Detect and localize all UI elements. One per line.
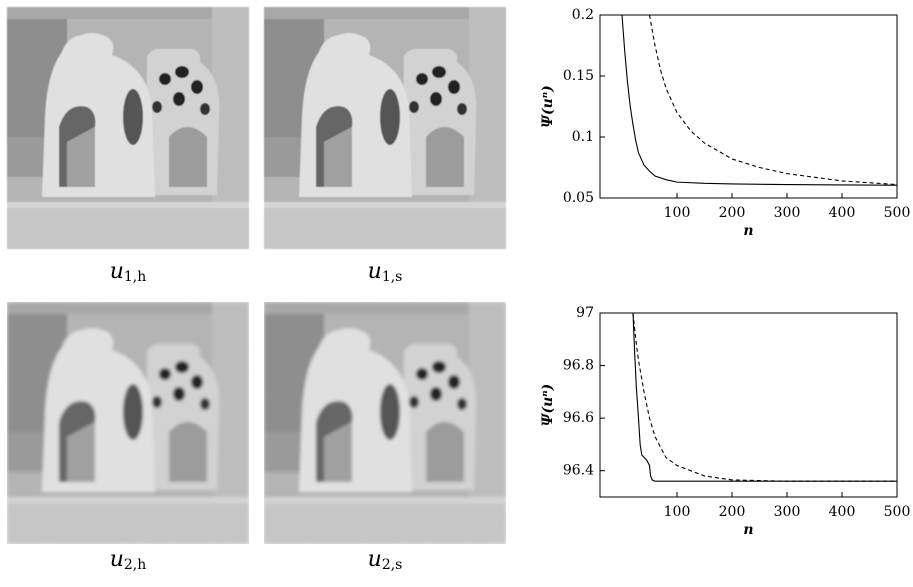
image-panels xyxy=(7,7,506,544)
y-tick-label: 96.6 xyxy=(563,410,594,426)
x-tick-label: 100 xyxy=(664,504,691,520)
x-tick-label: 400 xyxy=(829,504,856,520)
caption-base: u xyxy=(368,547,382,572)
x-axis-label: n xyxy=(743,522,753,538)
y-axis-label: Ψ(uⁿ) xyxy=(540,384,556,427)
x-axis-label: n xyxy=(743,223,753,239)
data-line xyxy=(632,313,897,482)
x-tick-label: 200 xyxy=(719,504,746,520)
x-tick-label: 400 xyxy=(829,205,856,221)
x-tick-label: 500 xyxy=(884,205,911,221)
x-tick-label: 100 xyxy=(664,205,691,221)
caption-base: u xyxy=(110,547,124,572)
image-caption: u2,s xyxy=(368,547,403,573)
x-tick-label: 500 xyxy=(884,504,911,520)
caption-base: u xyxy=(368,259,382,284)
image-caption: u1,s xyxy=(368,259,403,285)
image xyxy=(264,302,506,544)
caption-base: u xyxy=(110,259,124,284)
y-tick-label: 0.2 xyxy=(572,7,594,23)
data-line xyxy=(648,15,897,186)
y-tick-label: 97 xyxy=(576,305,594,321)
chart: 100 200 300 400 500 96.4 96.6 96.8 97 n Ψ(uⁿ) xyxy=(540,305,910,538)
chart: 100 200 300 400 500 0.05 0.1 0.15 0.2 n Ψ(uⁿ) xyxy=(540,7,910,239)
y-tick-label: 96.8 xyxy=(563,358,594,374)
y-tick-label: 0.1 xyxy=(572,129,594,145)
caption-subscript: 1,h xyxy=(124,269,146,285)
y-tick-label: 0.05 xyxy=(563,190,594,206)
image xyxy=(7,302,249,544)
image-caption: u1,h xyxy=(110,259,147,285)
caption-subscript: 2,s xyxy=(382,557,403,573)
y-tick-label: 0.15 xyxy=(563,68,594,84)
caption-subscript: 2,h xyxy=(124,557,146,573)
image xyxy=(264,7,506,249)
plot-frame xyxy=(599,14,898,199)
x-tick-label: 300 xyxy=(774,504,801,520)
plot-frame xyxy=(599,312,898,498)
x-tick-label: 200 xyxy=(719,205,746,221)
image xyxy=(7,7,249,249)
image-caption: u2,h xyxy=(110,547,147,573)
data-line xyxy=(632,313,897,482)
caption-subscript: 1,s xyxy=(382,269,403,285)
x-tick-label: 300 xyxy=(774,205,801,221)
y-axis-label: Ψ(uⁿ) xyxy=(540,85,556,128)
data-line xyxy=(621,15,897,186)
y-tick-label: 96.4 xyxy=(563,463,594,479)
